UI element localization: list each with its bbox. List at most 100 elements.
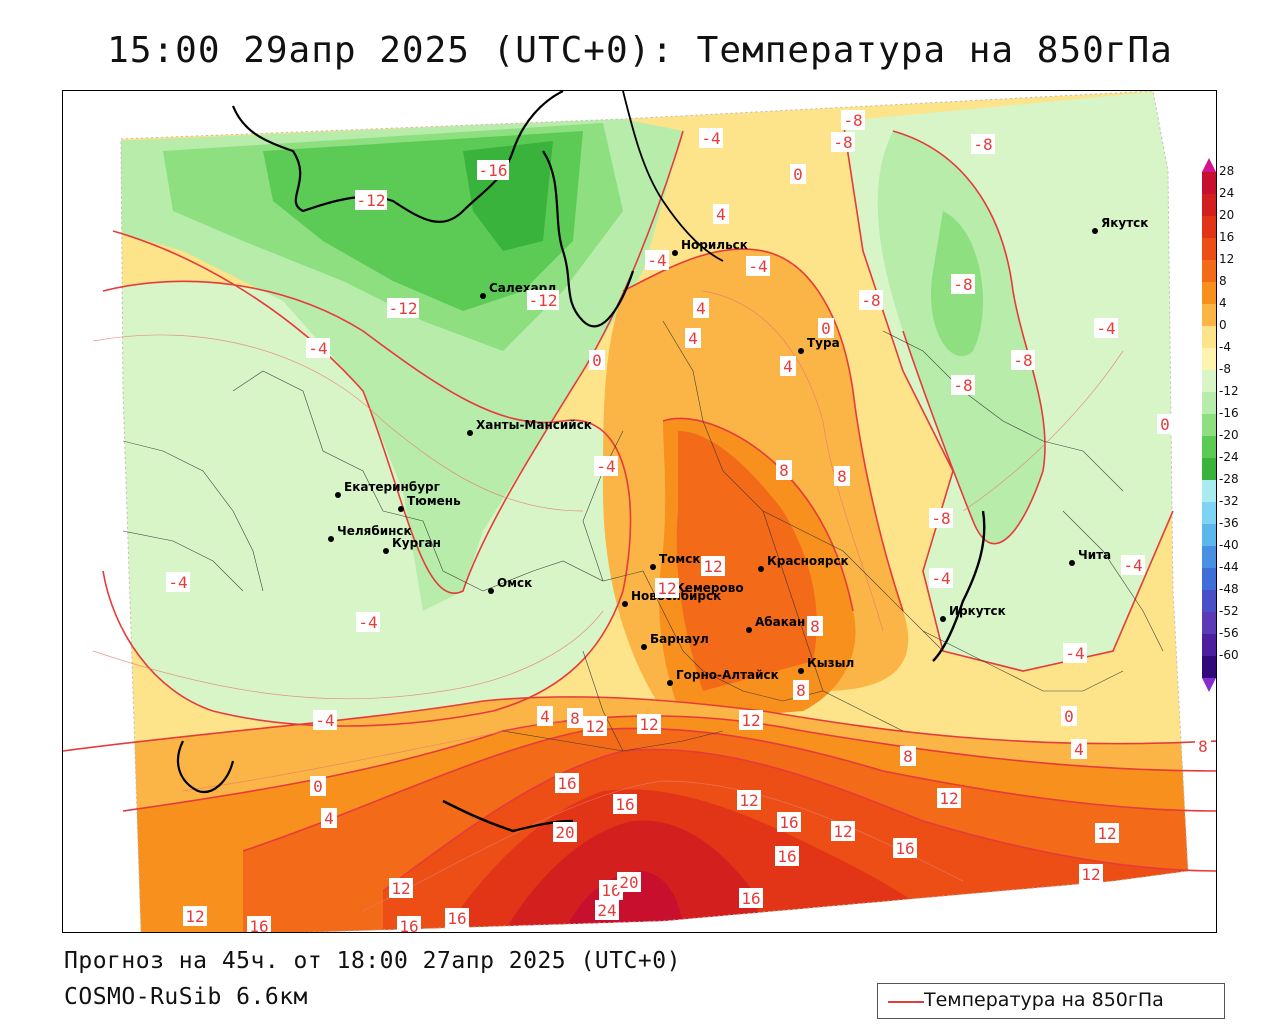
svg-text:12: 12: [833, 822, 852, 841]
colorbar-swatch: [1202, 282, 1216, 304]
svg-text:12: 12: [741, 711, 760, 730]
svg-text:12: 12: [1081, 865, 1100, 884]
contour-label: 12: [583, 716, 607, 736]
svg-text:-8: -8: [861, 291, 880, 310]
contour-label: 4: [685, 328, 701, 348]
colorbar-tick-label: -48: [1219, 582, 1239, 596]
city-label: Горно-Алтайск: [676, 668, 779, 682]
city-label: Екатеринбург: [344, 480, 440, 494]
contour-label: 12: [739, 710, 763, 730]
colorbar-swatch: [1202, 392, 1216, 414]
svg-text:-12: -12: [357, 191, 386, 210]
contour-label: 24: [595, 900, 619, 920]
colorbar-swatch: [1202, 260, 1216, 282]
contour-label: 12: [389, 878, 413, 898]
colorbar-swatch: [1202, 194, 1216, 216]
contour-label: -8: [951, 274, 975, 294]
svg-text:4: 4: [716, 205, 726, 224]
city-label: Кемерово: [675, 581, 744, 595]
svg-text:-4: -4: [596, 457, 615, 476]
colorbar-tick-label: -56: [1219, 626, 1239, 640]
city-marker: [335, 492, 341, 498]
contour-label: 0: [310, 776, 326, 796]
colorbar-swatch: [1202, 612, 1216, 634]
svg-text:12: 12: [703, 557, 722, 576]
contour-label: 0: [1061, 706, 1077, 726]
contour-label: -4: [645, 250, 669, 270]
city-label: Тура: [807, 336, 840, 350]
city-marker: [398, 506, 404, 512]
contour-label: 12: [183, 906, 207, 926]
svg-text:-8: -8: [953, 376, 972, 395]
colorbar-tick-label: -36: [1219, 516, 1239, 530]
colorbar-swatch: [1202, 568, 1216, 590]
city-label: Норильск: [681, 238, 748, 252]
svg-text:-4: -4: [701, 129, 720, 148]
svg-text:12: 12: [739, 791, 758, 810]
svg-text:4: 4: [783, 357, 793, 376]
svg-text:4: 4: [688, 329, 698, 348]
city-label: Красноярск: [767, 554, 849, 568]
contour-label: -8: [831, 132, 855, 152]
city-label: Ханты-Мансийск: [476, 418, 592, 432]
contour-label: -12: [527, 290, 559, 310]
temperature-fill: [121, 91, 1188, 932]
city-marker: [328, 536, 334, 542]
colorbar-tick-label: -60: [1219, 648, 1239, 662]
colorbar-tick-label: -20: [1219, 428, 1239, 442]
colorbar-swatch: [1202, 216, 1216, 238]
contour-label: -4: [699, 128, 723, 148]
colorbar-tick-label: -4: [1219, 340, 1231, 354]
svg-text:12: 12: [185, 907, 204, 926]
city-marker: [650, 564, 656, 570]
svg-text:0: 0: [1160, 415, 1170, 434]
city-label: Омск: [497, 576, 532, 590]
contour-label: 0: [790, 164, 806, 184]
colorbar-swatch: [1202, 458, 1216, 480]
contour-label: 8: [900, 746, 916, 766]
contour-label: -4: [306, 338, 330, 358]
contour-label: 20: [553, 822, 577, 842]
svg-text:-4: -4: [168, 573, 187, 592]
colorbar-swatch: [1202, 524, 1216, 546]
svg-text:-4: -4: [931, 569, 950, 588]
colorbar-swatch: [1202, 370, 1216, 392]
svg-text:8: 8: [1198, 737, 1208, 756]
svg-text:16: 16: [249, 917, 268, 933]
contour-label: 8: [567, 708, 583, 728]
contour-label: 12: [831, 821, 855, 841]
contour-label: 8: [776, 460, 792, 480]
contour-label: 12: [701, 556, 725, 576]
coastlines: [176, 91, 986, 833]
svg-text:-16: -16: [479, 161, 508, 180]
city-label: Абакан: [755, 615, 805, 629]
city-label: Томск: [659, 552, 701, 566]
contour-label: -8: [929, 508, 953, 528]
svg-text:0: 0: [592, 351, 602, 370]
colorbar-swatch: [1202, 436, 1216, 458]
contour-label: 4: [537, 706, 553, 726]
contour-label: 16: [777, 812, 801, 832]
svg-text:-4: -4: [308, 339, 327, 358]
colorbar-tick-label: -52: [1219, 604, 1239, 618]
colorbar-tick-label: 12: [1219, 252, 1235, 266]
city-marker: [1069, 560, 1075, 566]
city-layer: НорильскЯкутскСалехардТураХанты-Мансийск…: [328, 216, 1148, 686]
svg-text:0: 0: [821, 319, 831, 338]
city-label: Якутск: [1101, 216, 1148, 230]
svg-text:12: 12: [1097, 824, 1116, 843]
contour-label: 8: [1195, 736, 1211, 756]
colorbar-swatch: [1202, 502, 1216, 524]
contour-label: -4: [594, 456, 618, 476]
svg-text:12: 12: [939, 789, 958, 808]
contour-label: 4: [693, 298, 709, 318]
legend-line-swatch: [888, 1001, 924, 1003]
contour-label: 12: [637, 714, 661, 734]
colorbar: [1202, 158, 1216, 692]
city-marker: [746, 627, 752, 633]
colorbar-swatch: [1202, 656, 1216, 678]
colorbar-tick-label: 4: [1219, 296, 1227, 310]
svg-text:16: 16: [777, 847, 796, 866]
colorbar-swatch: [1202, 326, 1216, 348]
svg-text:16: 16: [615, 795, 634, 814]
